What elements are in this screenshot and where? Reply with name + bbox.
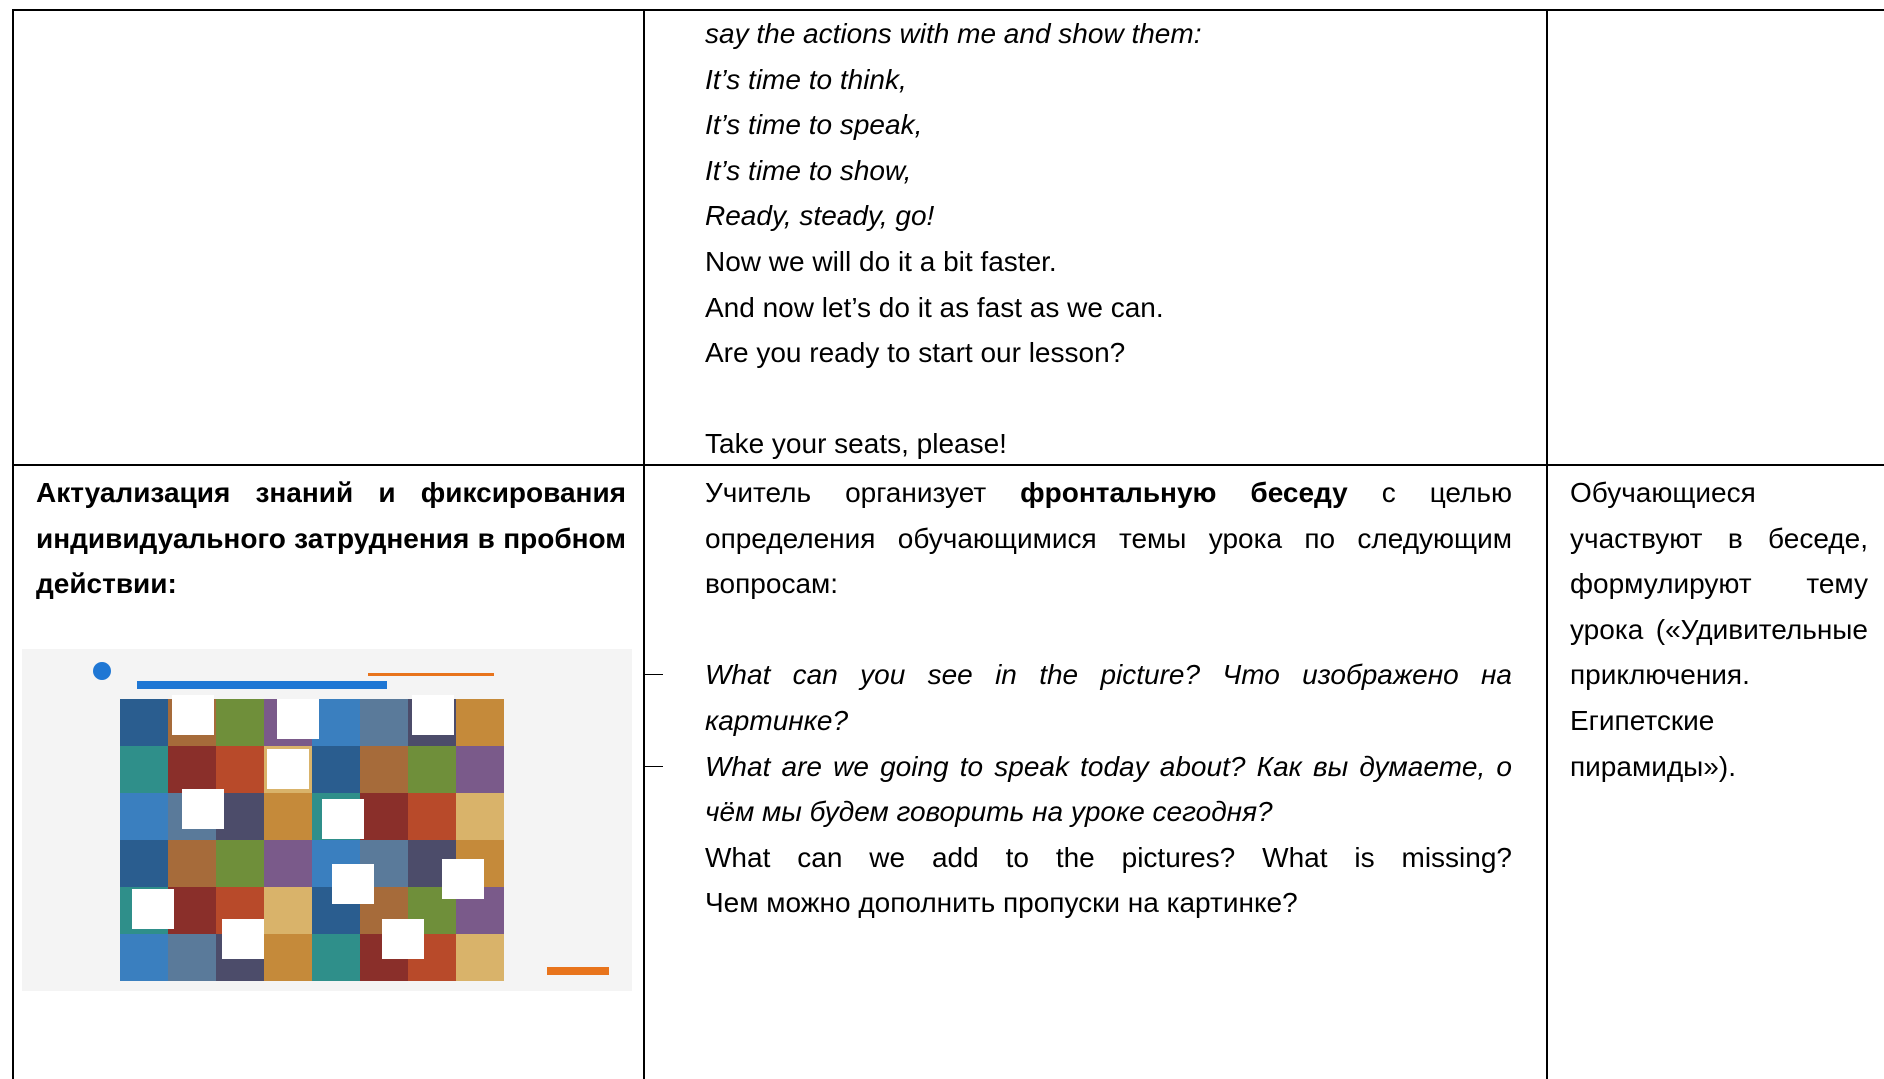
stage-heading: Актуализация знаний и фиксирования индив… — [36, 477, 626, 600]
collage-blank — [412, 695, 454, 735]
collage-tile — [360, 746, 408, 793]
collage-tile — [120, 699, 168, 746]
collage-tile — [264, 793, 312, 840]
line: And now let’s do it as fast as we can. — [705, 291, 1164, 323]
column-divider — [1546, 9, 1548, 1079]
collage-tile — [408, 746, 456, 793]
cell-text: Обучающиеся участвуют в беседе, формулир… — [1570, 477, 1868, 782]
picture-bar — [137, 681, 387, 689]
collage-tile — [264, 887, 312, 934]
collage-tile — [312, 746, 360, 793]
closing-line: Чем можно дополнить пропуски на картинке… — [705, 887, 1298, 919]
collage-tile — [120, 793, 168, 840]
picture-bar — [547, 967, 609, 975]
line: It’s time to think, — [705, 63, 907, 95]
column-divider — [643, 9, 645, 1079]
collage-tile — [264, 934, 312, 981]
collage-blank — [442, 859, 484, 899]
collage-tile — [456, 699, 504, 746]
line: Now we will do it a bit faster. — [705, 245, 1057, 277]
lesson-picture — [22, 649, 632, 991]
line: say the actions with me and show them: — [705, 18, 1202, 49]
collage-blank — [277, 699, 319, 739]
collage-tile — [312, 699, 360, 746]
collage-blank — [182, 789, 224, 829]
collage-blank — [382, 919, 424, 959]
collage-tile — [120, 840, 168, 887]
collage-blank — [322, 799, 364, 839]
collage-tile — [168, 887, 216, 934]
cell-text: Учитель организует фронтальную беседу с … — [643, 470, 1512, 926]
line: Ready, steady, go! — [705, 200, 935, 232]
collage-tile — [312, 934, 360, 981]
closing-line: What can we add to the pictures? What is… — [705, 841, 1512, 873]
collage-tile — [456, 793, 504, 840]
question: What are we going to speak today about? … — [643, 744, 1512, 835]
line: It’s time to show, — [705, 154, 912, 186]
question: What can you see in the picture? Что изо… — [643, 652, 1512, 743]
collage-tile — [360, 699, 408, 746]
line: It’s time to speak, — [705, 109, 923, 141]
collage-tile — [120, 746, 168, 793]
table-border — [12, 9, 14, 1079]
row-divider — [12, 464, 1884, 466]
collage-tile — [216, 746, 264, 793]
collage — [120, 695, 504, 981]
collage-tile — [456, 934, 504, 981]
collage-tile — [456, 746, 504, 793]
collage-tile — [264, 840, 312, 887]
collage-blank — [267, 749, 309, 789]
line: Take your seats, please! — [705, 428, 1007, 460]
collage-blank — [332, 864, 374, 904]
picture-logo — [93, 662, 111, 680]
table-border — [12, 9, 1884, 11]
text: Учитель организует — [705, 477, 1021, 508]
collage-tile — [360, 793, 408, 840]
collage-tile — [168, 840, 216, 887]
text-bold: фронтальную беседу — [1020, 477, 1348, 508]
collage-tile — [216, 840, 264, 887]
collage-tile — [168, 934, 216, 981]
collage-tile — [168, 746, 216, 793]
collage-tile — [120, 934, 168, 981]
picture-bar — [368, 673, 494, 676]
text: с целью определения обучающимися темы ур… — [705, 477, 1512, 600]
line: Are you ready to start our lesson? — [705, 337, 1126, 369]
intro: Учитель организует фронтальную беседу с … — [705, 470, 1512, 607]
collage-tile — [408, 793, 456, 840]
collage-blank — [222, 919, 264, 959]
cell-text: say the actions with me and show them: I… — [705, 11, 1515, 467]
collage-blank — [172, 695, 214, 735]
collage-blank — [132, 889, 174, 929]
collage-tile — [216, 699, 264, 746]
